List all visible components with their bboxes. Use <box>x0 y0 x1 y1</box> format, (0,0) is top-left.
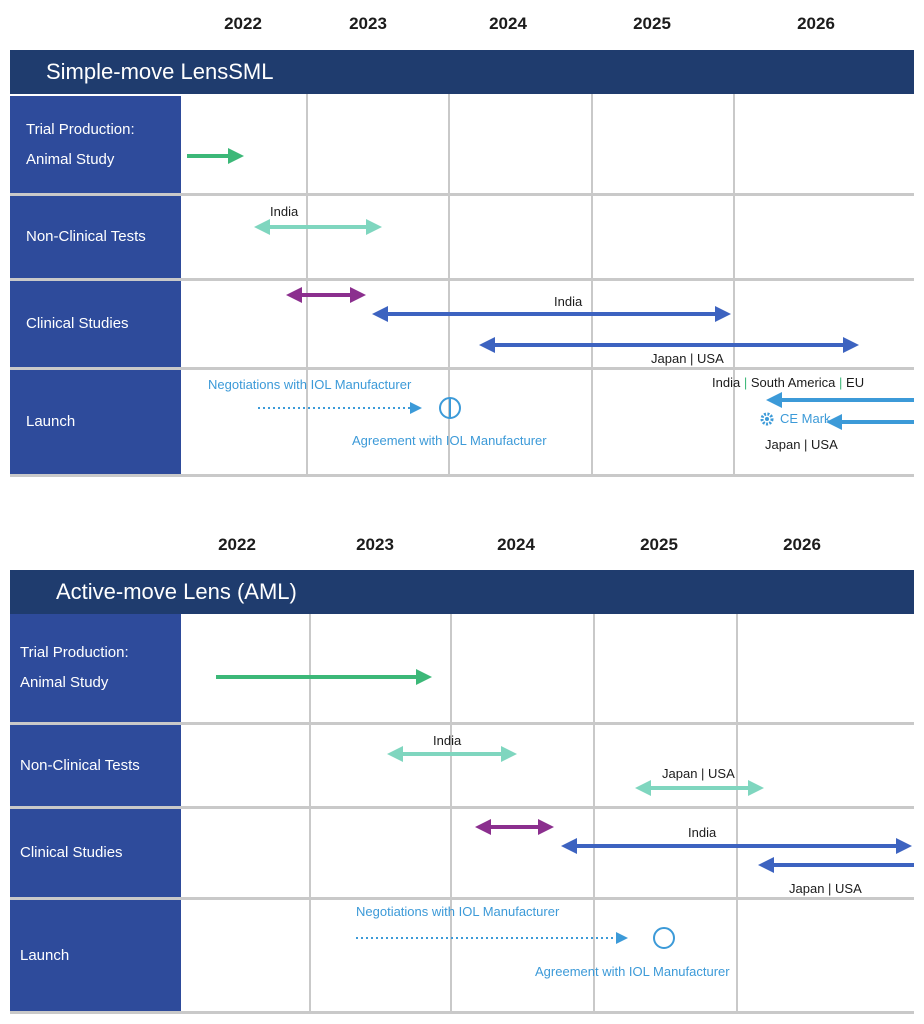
top-row-launch: Launch <box>10 370 181 474</box>
top-clinical-india-label: India <box>554 294 583 309</box>
top-agreement-milestone-icon <box>439 397 461 419</box>
bottom-gridline-2025 <box>593 614 595 1014</box>
top-ce-mark-label: CE Mark <box>780 411 831 426</box>
bottom-row-divider <box>10 897 914 900</box>
top-row-divider <box>10 193 914 196</box>
bottom-gridline-2024 <box>450 614 452 1014</box>
bottom-agreement-milestone-icon <box>653 927 675 949</box>
bottom-clinical-japan-usa-label: Japan | USA <box>789 881 862 896</box>
bottom-clinical-india-label: India <box>688 825 717 840</box>
top-gridline-2023 <box>306 94 308 476</box>
top-gridline-2025 <box>591 94 593 476</box>
gear-icon <box>760 412 774 426</box>
bottom-year-2026: 2026 <box>783 535 821 554</box>
bottom-section-title: Active-move Lens (AML) <box>10 570 914 614</box>
top-gridline-2024 <box>448 94 450 476</box>
top-row-divider <box>10 474 914 477</box>
bottom-row-clinical: Clinical Studies <box>10 809 181 897</box>
bottom-gridline-2026 <box>736 614 738 1014</box>
bottom-agreement-label: Agreement with IOL Manufacturer <box>535 964 730 979</box>
top-negotiations-label: Negotiations with IOL Manufacturer <box>208 377 412 392</box>
bottom-gridline-2023 <box>309 614 311 1014</box>
bottom-negotiations-label: Negotiations with IOL Manufacturer <box>356 904 560 919</box>
bottom-row-divider <box>10 722 914 725</box>
top-year-2023: 2023 <box>349 14 387 33</box>
top-year-2025: 2025 <box>633 14 671 33</box>
bottom-row-divider <box>10 806 914 809</box>
bottom-row-trial-production: Trial Production: Animal Study <box>10 614 181 722</box>
top-row-non-clinical: Non-Clinical Tests <box>10 196 181 278</box>
top-agreement-label: Agreement with IOL Manufacturer <box>352 433 547 448</box>
bottom-year-2025: 2025 <box>640 535 678 554</box>
top-grid <box>182 94 914 476</box>
top-row-trial-production: Trial Production: Animal Study <box>10 96 181 193</box>
top-year-2026: 2026 <box>797 14 835 33</box>
top-row-divider <box>10 367 914 370</box>
bottom-row-launch: Launch <box>10 900 181 1011</box>
top-gridline-2026 <box>733 94 735 476</box>
top-section-title: Simple-move LensSML <box>10 50 914 94</box>
bottom-nonclinical-india-label: India <box>433 733 462 748</box>
top-launch-japan-usa-label: Japan | USA <box>765 437 838 452</box>
bottom-nonclinical-japan-usa-label: Japan | USA <box>662 766 735 781</box>
top-row-divider <box>10 278 914 281</box>
top-row-clinical: Clinical Studies <box>10 281 181 367</box>
bottom-row-divider <box>10 1011 914 1014</box>
top-year-2022: 2022 <box>224 14 262 33</box>
bottom-year-2023: 2023 <box>356 535 394 554</box>
bottom-year-2024: 2024 <box>497 535 535 554</box>
top-nonclinical-india-label: India <box>270 204 299 219</box>
top-clinical-japan-usa-label: Japan | USA <box>651 351 724 366</box>
bottom-year-2022: 2022 <box>218 535 256 554</box>
top-launch-regions-label: India | South America | EU <box>712 375 865 390</box>
bottom-row-non-clinical: Non-Clinical Tests <box>10 725 181 806</box>
bottom-grid <box>182 614 914 1014</box>
top-year-2024: 2024 <box>489 14 527 33</box>
